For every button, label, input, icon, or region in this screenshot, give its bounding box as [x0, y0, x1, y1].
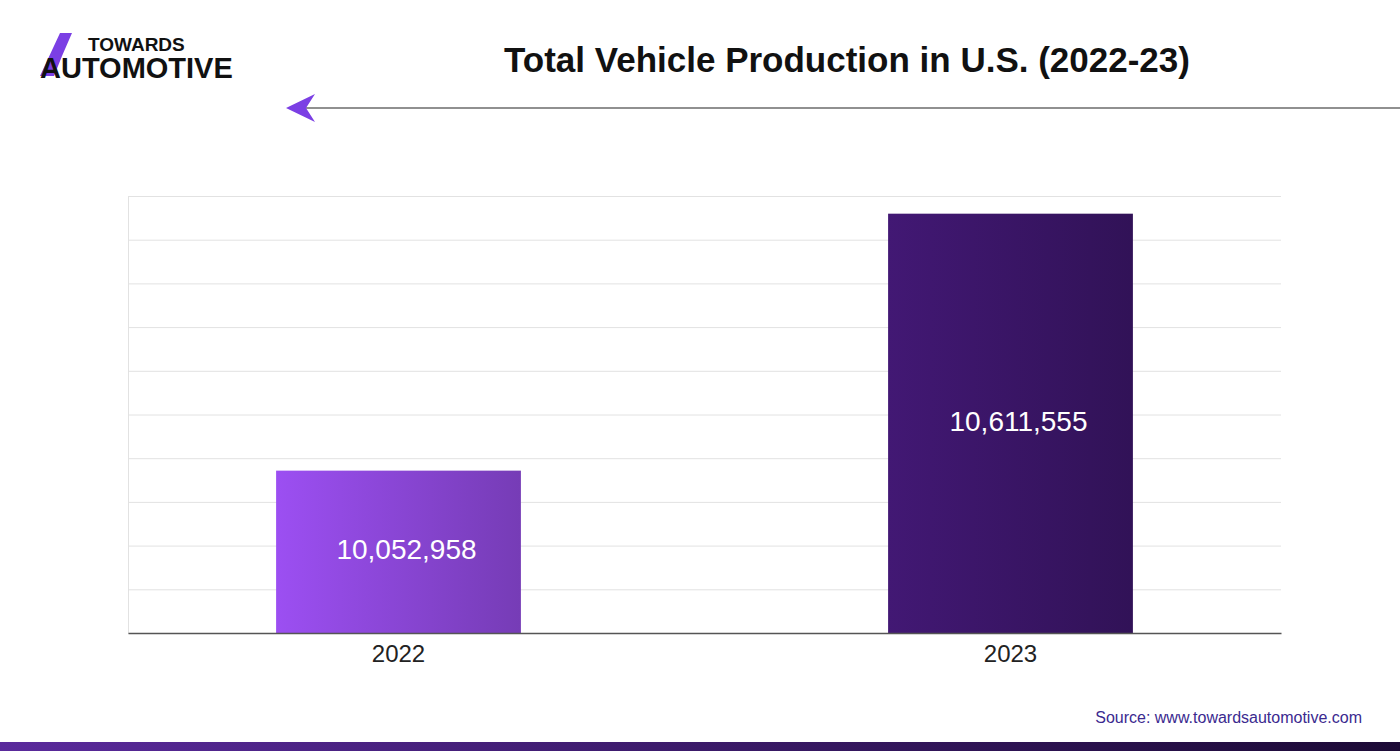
grid-line: [128, 196, 1281, 197]
source: Source: www.towardsautomotive.com: [1095, 709, 1362, 726]
footer-stripe: [0, 742, 1400, 751]
x-tick: 2022: [372, 633, 425, 667]
x-tick-label: 2022: [372, 640, 425, 667]
background: [0, 0, 1400, 751]
bar: [888, 214, 1133, 633]
y-axis-line: [129, 197, 1282, 634]
data-label: 10,052,958: [336, 534, 476, 565]
x-axis-line: [129, 633, 1282, 634]
data-label: 10,611,555: [949, 406, 1087, 437]
header-arrow: [286, 94, 315, 122]
y-tick: [128, 633, 1281, 634]
title: Total Vehicle Production in U.S. (2022-2…: [504, 40, 1190, 79]
x-tick: 2023: [984, 633, 1037, 667]
y-axis: [128, 197, 1281, 634]
bars: [276, 214, 1133, 633]
x-tick-label: 2023: [984, 640, 1037, 667]
bar: [276, 471, 521, 633]
logo-text: AUTOMOTIVE: [40, 52, 233, 84]
data-labels: 10,052,958 10,611,555: [336, 406, 1087, 565]
chart-svg: TOWARDSAUTOMOTIVETotal Vehicle Productio…: [0, 0, 1400, 751]
x-axis: 2022 2023: [129, 633, 1282, 667]
grid-line: [128, 633, 1281, 634]
header-rule: [300, 107, 1400, 108]
y-tick: [128, 196, 1281, 197]
